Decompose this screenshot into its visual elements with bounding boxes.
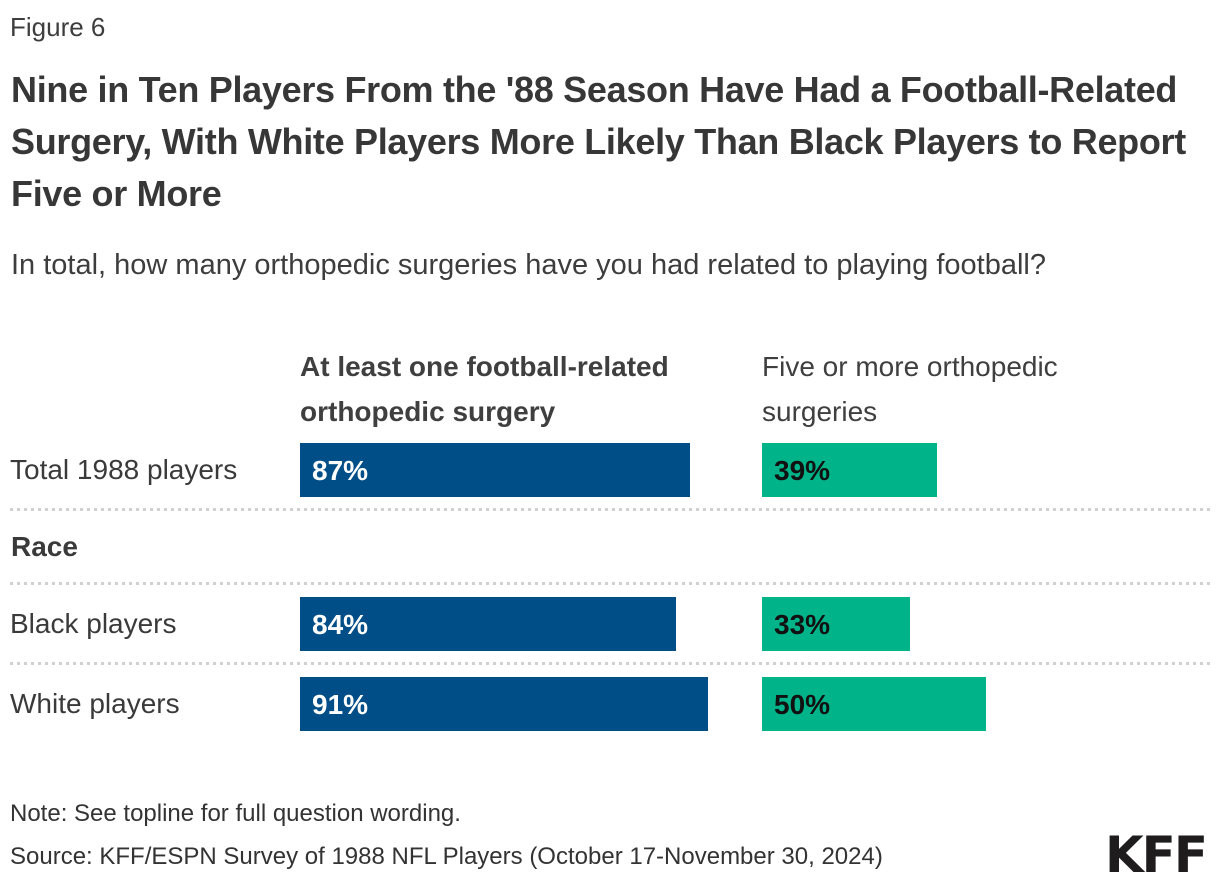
row-label: White players [10,688,180,719]
bar-value-label: 33% [774,609,831,640]
column-header-five-or-more: Five or more orthopedic surgeries [762,351,1058,427]
bar-value-label: 39% [774,455,831,486]
bar-green: 50% [762,677,986,731]
chart-row: White players 91% 50% [0,677,1220,731]
chart-row: Total 1988 players 87% 39% [0,443,1220,497]
bar-green: 33% [762,597,910,651]
column-header-at-least-one-surgery: At least one football-related orthopedic… [300,351,669,427]
row-divider [10,582,1210,585]
bar-value-label: 87% [312,455,369,486]
source-text: Source: KFF/ESPN Survey of 1988 NFL Play… [10,843,883,870]
row-label: Total 1988 players [10,454,238,485]
bar-green: 39% [762,443,937,497]
row-divider [10,662,1210,665]
chart-subtitle: In total, how many orthopedic surgeries … [11,249,1046,281]
figure-label: Figure 6 [10,12,106,42]
chart-row: Black players 84% 33% [0,597,1220,651]
bar-value-label: 50% [774,689,831,720]
section-label: Race [11,531,78,562]
bar-blue: 91% [300,677,708,731]
bar-value-label: 84% [312,609,369,640]
kff-logo: KFF [1104,826,1208,884]
bar-chart: Total 1988 players 87% 39% Race Black player… [0,443,1220,731]
note-text: Note: See topline for full question word… [10,800,461,827]
bar-blue: 87% [300,443,690,497]
row-label: Black players [10,608,177,639]
chart-title: Nine in Ten Players From the '88 Season … [11,69,1186,214]
bar-value-label: 91% [312,689,369,720]
bar-blue: 84% [300,597,676,651]
row-divider [10,508,1210,511]
